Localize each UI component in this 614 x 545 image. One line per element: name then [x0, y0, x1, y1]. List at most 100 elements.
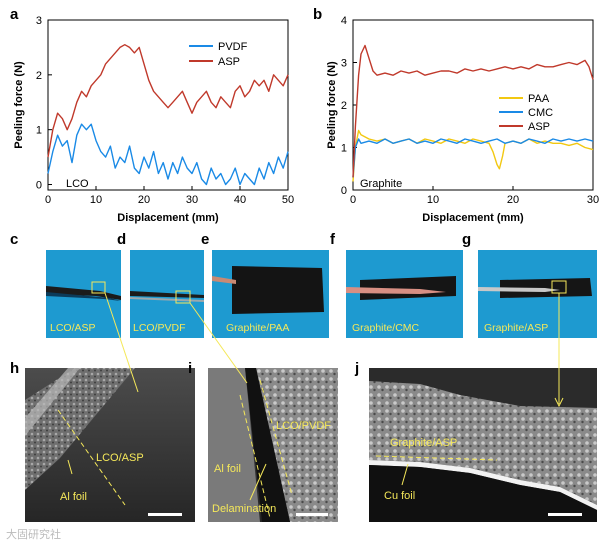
chart-b-xtick-label: 30: [587, 194, 599, 206]
sem-i-electrode-layer: [256, 368, 338, 522]
photo-d-zoom-box: [175, 290, 191, 304]
panel-letter-i: i: [188, 360, 192, 377]
photo-c-zoom-box: [91, 281, 106, 294]
chart-a-xtick-label: 20: [138, 194, 150, 206]
sem-j-foil-label: Cu foil: [384, 490, 415, 502]
sem-i-gap: [245, 368, 290, 522]
chart-a-legend: PVDF ASP: [189, 41, 248, 68]
photo-f-sample: [360, 276, 456, 300]
chart-b-xlabel: Displacement (mm): [422, 212, 524, 224]
panel-letter-g: g: [462, 231, 471, 248]
chart-a-ytick-label: 3: [36, 15, 42, 27]
watermark-text: 大固研究社: [6, 527, 61, 541]
chart-a-ytick-label: 2: [36, 70, 42, 82]
sem-i-delamination-pointer: [249, 463, 267, 501]
chart-a-ytick-label: 0: [36, 180, 42, 192]
sem-i-interface-line-left: [239, 394, 271, 519]
chart-a-xtick-label: 30: [186, 194, 198, 206]
sem-h-interface-line: [57, 409, 126, 506]
sem-h: LCO/ASP Al foil: [25, 368, 195, 522]
sem-j-top-void: [369, 368, 597, 408]
sem-h-foil-layer: [25, 368, 80, 436]
legend-label-asp: ASP: [218, 56, 240, 68]
panel-letter-h: h: [10, 360, 19, 377]
sem-j-bottom-void: [369, 465, 597, 522]
panel-letter-f: f: [330, 231, 336, 248]
photo-f-peeled-strip: [346, 287, 446, 294]
chart-a-xtick-label: 0: [45, 194, 51, 206]
chart-b-xtick-label: 10: [427, 194, 439, 206]
chart-a-series-asp: [47, 44, 289, 158]
photo-d-sample: [130, 291, 204, 298]
sem-h-foil-label: Al foil: [60, 491, 87, 503]
photo-d-foil: [130, 297, 204, 302]
chart-b-ytick-label: 0: [341, 185, 347, 197]
chart-a-ytick-label: 1: [36, 125, 42, 137]
sem-j-electrode-layer: [369, 381, 597, 505]
panel-letter-b: b: [313, 6, 322, 23]
chart-b-ytick-label: 3: [341, 58, 347, 70]
photo-f: Graphite/CMC: [346, 250, 463, 338]
panel-letter-d: d: [117, 231, 126, 248]
callout-c-to-h: [104, 292, 139, 393]
legend-label-cmc: CMC: [528, 107, 553, 119]
panel-letter-a: a: [10, 6, 19, 23]
chart-a-xtick-label: 50: [282, 194, 294, 206]
photo-c: LCO/ASP: [46, 250, 121, 338]
chart-b-ytick-label: 1: [341, 143, 347, 155]
photo-c-sample: [46, 286, 121, 300]
photo-f-label: Graphite/CMC: [352, 322, 420, 334]
photo-e: Graphite/PAA: [212, 250, 329, 338]
sem-i-film-label: LCO/PVDF: [276, 420, 331, 432]
chart-b-annotation: Graphite: [360, 178, 402, 190]
photo-g-sample: [500, 278, 592, 298]
sem-i-scale-bar: [296, 513, 328, 516]
panel-letter-e: e: [201, 231, 209, 248]
chart-a-annotation: LCO: [66, 178, 89, 190]
sem-i-interface-line-right: [259, 379, 293, 496]
legend-label-pvdf: PVDF: [218, 41, 248, 53]
chart-b-ytick-label: 2: [341, 100, 347, 112]
photo-e-peeled-strip: [212, 276, 236, 284]
chart-a-xtick-label: 10: [90, 194, 102, 206]
photo-g: Graphite/ASP: [478, 250, 597, 338]
chart-a-series-pvdf: [47, 123, 289, 186]
photo-d: LCO/PVDF: [130, 250, 204, 338]
sem-h-scale-bar: [148, 513, 182, 516]
chart-b-legend: PAA CMC ASP: [499, 93, 553, 133]
panel-letter-j: j: [354, 360, 359, 377]
photo-c-tape: [46, 292, 121, 301]
photo-g-foil: [478, 287, 560, 292]
sem-i: LCO/PVDF Al foil Delamination: [208, 368, 338, 522]
sem-j-foil-pointer: [401, 463, 409, 486]
chart-a: 0 10 20 30 40 50 0 1 2 3 PVDF ASP LCO Displacemen…: [13, 15, 294, 224]
chart-a-ylabel: Peeling force (N): [13, 61, 25, 149]
sem-j-scale-bar: [548, 513, 582, 516]
chart-b-xtick-label: 0: [350, 194, 356, 206]
callout-d-to-i: [189, 302, 248, 384]
sem-i-left-foil: [208, 368, 260, 522]
chart-b-series-cmc: [352, 138, 594, 178]
chart-b-xtick-label: 20: [507, 194, 519, 206]
callout-g-to-j-arrowhead: [554, 397, 564, 408]
sem-i-note-label: Delamination: [212, 503, 276, 515]
photo-c-label: LCO/ASP: [50, 322, 96, 334]
legend-label-paa: PAA: [528, 93, 550, 105]
photo-e-sample: [232, 266, 324, 314]
chart-b-frame: [352, 19, 594, 191]
sem-i-foil-label: Al foil: [214, 463, 241, 475]
chart-b-ytick-label: 4: [341, 15, 347, 27]
chart-b-series-paa: [352, 129, 594, 182]
sem-h-foil-pointer: [67, 459, 73, 475]
photo-g-label: Graphite/ASP: [484, 322, 548, 334]
sem-j-film-label: Graphite/ASP: [390, 437, 457, 449]
photo-d-label: LCO/PVDF: [133, 322, 186, 334]
sem-j: Graphite/ASP Cu foil: [369, 368, 597, 522]
legend-label-asp-b: ASP: [528, 121, 550, 133]
photo-e-label: Graphite/PAA: [226, 322, 289, 334]
callout-lines: [104, 292, 564, 408]
chart-b-series-asp: [352, 44, 594, 178]
chart-b-ylabel: Peeling force (N): [326, 61, 338, 149]
sem-j-interface-line: [375, 455, 498, 461]
